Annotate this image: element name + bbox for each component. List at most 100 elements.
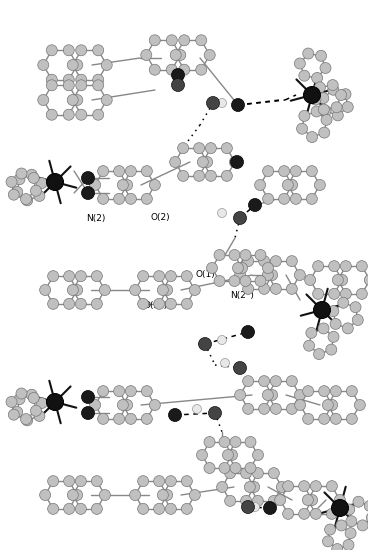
- Circle shape: [263, 194, 274, 205]
- Circle shape: [12, 406, 23, 417]
- Circle shape: [241, 326, 255, 338]
- Circle shape: [64, 476, 75, 487]
- Circle shape: [314, 179, 325, 190]
- Circle shape: [299, 481, 309, 492]
- Circle shape: [67, 284, 78, 295]
- Circle shape: [178, 142, 189, 153]
- Circle shape: [204, 437, 215, 448]
- Circle shape: [63, 80, 74, 91]
- Circle shape: [222, 142, 232, 153]
- Circle shape: [346, 414, 357, 425]
- Circle shape: [130, 284, 141, 295]
- Circle shape: [93, 74, 104, 85]
- Circle shape: [99, 284, 110, 295]
- Circle shape: [90, 179, 100, 190]
- Circle shape: [328, 331, 339, 342]
- Circle shape: [357, 520, 368, 531]
- Circle shape: [229, 276, 240, 287]
- Circle shape: [336, 520, 347, 531]
- Circle shape: [204, 463, 215, 474]
- Circle shape: [220, 359, 230, 367]
- Circle shape: [175, 50, 186, 60]
- Circle shape: [307, 494, 318, 505]
- Circle shape: [40, 284, 51, 295]
- Circle shape: [72, 490, 83, 500]
- Circle shape: [40, 490, 51, 500]
- Circle shape: [223, 449, 233, 460]
- Circle shape: [125, 386, 137, 397]
- Circle shape: [262, 389, 273, 400]
- Circle shape: [235, 270, 246, 280]
- Circle shape: [76, 74, 87, 85]
- Circle shape: [22, 415, 33, 426]
- Circle shape: [224, 496, 236, 507]
- Circle shape: [141, 386, 152, 397]
- Circle shape: [206, 262, 217, 273]
- Circle shape: [330, 318, 341, 329]
- Circle shape: [75, 503, 86, 514]
- Circle shape: [26, 389, 37, 400]
- Circle shape: [93, 109, 104, 120]
- Circle shape: [342, 323, 353, 334]
- Circle shape: [302, 414, 314, 425]
- Circle shape: [14, 174, 25, 185]
- Circle shape: [72, 59, 83, 70]
- Circle shape: [263, 502, 276, 514]
- Circle shape: [230, 437, 241, 448]
- Circle shape: [117, 399, 128, 410]
- Circle shape: [21, 414, 32, 425]
- Circle shape: [26, 169, 37, 180]
- Circle shape: [354, 399, 365, 410]
- Circle shape: [245, 437, 256, 448]
- Circle shape: [240, 250, 251, 261]
- Circle shape: [267, 389, 277, 400]
- Circle shape: [313, 288, 323, 299]
- Circle shape: [122, 179, 132, 190]
- Circle shape: [192, 404, 202, 414]
- Circle shape: [336, 90, 347, 101]
- Circle shape: [217, 208, 226, 217]
- Circle shape: [318, 92, 329, 103]
- Circle shape: [227, 449, 237, 460]
- Circle shape: [335, 494, 345, 505]
- Circle shape: [234, 212, 247, 224]
- Circle shape: [346, 386, 357, 397]
- Circle shape: [318, 323, 329, 334]
- Circle shape: [312, 73, 323, 84]
- Circle shape: [22, 195, 33, 206]
- Circle shape: [178, 170, 189, 182]
- Circle shape: [270, 283, 282, 294]
- Circle shape: [64, 503, 75, 514]
- Circle shape: [149, 64, 160, 75]
- Circle shape: [234, 361, 247, 375]
- Circle shape: [67, 490, 78, 500]
- Circle shape: [352, 315, 363, 326]
- Circle shape: [34, 410, 45, 421]
- Circle shape: [356, 288, 367, 299]
- Circle shape: [263, 166, 274, 177]
- Circle shape: [306, 194, 317, 205]
- Circle shape: [243, 403, 254, 414]
- Circle shape: [8, 189, 19, 200]
- Circle shape: [158, 284, 168, 295]
- Circle shape: [353, 496, 364, 507]
- Circle shape: [46, 173, 64, 190]
- Circle shape: [319, 127, 330, 138]
- Circle shape: [170, 157, 181, 168]
- Circle shape: [343, 540, 354, 550]
- Circle shape: [259, 403, 270, 414]
- Circle shape: [181, 503, 192, 514]
- Circle shape: [245, 463, 256, 474]
- Circle shape: [138, 271, 149, 282]
- Circle shape: [255, 179, 266, 190]
- Circle shape: [76, 45, 87, 56]
- Circle shape: [8, 409, 19, 420]
- Circle shape: [287, 179, 298, 190]
- Circle shape: [46, 393, 64, 410]
- Circle shape: [255, 250, 266, 261]
- Circle shape: [138, 503, 149, 514]
- Circle shape: [314, 301, 330, 318]
- Circle shape: [270, 403, 282, 414]
- Circle shape: [330, 414, 342, 425]
- Circle shape: [197, 157, 208, 168]
